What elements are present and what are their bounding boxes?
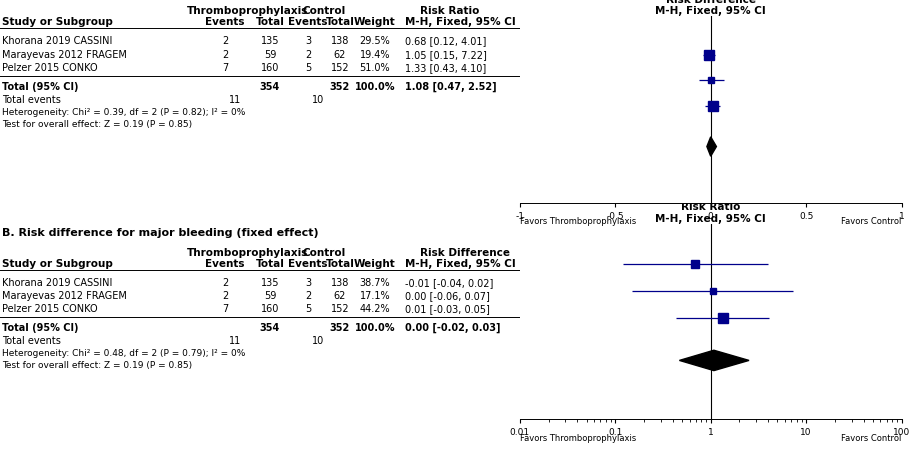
Text: 135: 135 bbox=[260, 36, 279, 46]
Text: 354: 354 bbox=[259, 323, 279, 333]
Text: M-H, Fixed, 95% CI: M-H, Fixed, 95% CI bbox=[404, 259, 516, 269]
Text: 10: 10 bbox=[312, 95, 323, 105]
Text: 138: 138 bbox=[331, 278, 349, 288]
Text: 0.01 [-0.03, 0.05]: 0.01 [-0.03, 0.05] bbox=[404, 304, 489, 314]
Text: Events: Events bbox=[205, 17, 244, 27]
Text: 0.68 [0.12, 4.01]: 0.68 [0.12, 4.01] bbox=[404, 36, 486, 46]
Text: 2: 2 bbox=[304, 291, 311, 301]
Text: Weight: Weight bbox=[354, 17, 395, 27]
Text: 11: 11 bbox=[229, 336, 241, 346]
Text: Total events: Total events bbox=[2, 95, 61, 105]
Text: 51.0%: 51.0% bbox=[359, 63, 390, 73]
Text: 2: 2 bbox=[221, 291, 228, 301]
Text: Test for overall effect: Z = 0.19 (P = 0.85): Test for overall effect: Z = 0.19 (P = 0… bbox=[2, 120, 192, 129]
Text: Events: Events bbox=[288, 259, 327, 269]
Text: Favors Thromboprophylaxis: Favors Thromboprophylaxis bbox=[519, 434, 635, 443]
Text: 352: 352 bbox=[330, 323, 350, 333]
Text: Heterogeneity: Chi² = 0.39, df = 2 (P = 0.82); I² = 0%: Heterogeneity: Chi² = 0.39, df = 2 (P = … bbox=[2, 108, 245, 117]
Text: Risk Ratio: Risk Ratio bbox=[420, 6, 479, 16]
Text: Risk Difference: Risk Difference bbox=[420, 248, 509, 258]
Text: Study or Subgroup: Study or Subgroup bbox=[2, 259, 113, 269]
Text: Total: Total bbox=[255, 259, 284, 269]
Text: 62: 62 bbox=[334, 291, 346, 301]
Text: Test for overall effect: Z = 0.19 (P = 0.85): Test for overall effect: Z = 0.19 (P = 0… bbox=[2, 361, 192, 370]
Text: 19.4%: 19.4% bbox=[359, 50, 390, 60]
Text: Total (95% CI): Total (95% CI) bbox=[2, 323, 78, 333]
Text: 152: 152 bbox=[330, 63, 349, 73]
Text: Marayevas 2012 FRAGEM: Marayevas 2012 FRAGEM bbox=[2, 291, 127, 301]
Text: Events: Events bbox=[288, 17, 327, 27]
Text: 5: 5 bbox=[304, 63, 311, 73]
Text: Study or Subgroup: Study or Subgroup bbox=[2, 17, 113, 27]
Text: Total: Total bbox=[325, 259, 354, 269]
Text: 352: 352 bbox=[330, 82, 350, 92]
Text: 1.08 [0.47, 2.52]: 1.08 [0.47, 2.52] bbox=[404, 82, 496, 92]
Text: Thromboprophylaxis: Thromboprophylaxis bbox=[187, 248, 308, 258]
Text: 5: 5 bbox=[304, 304, 311, 314]
Text: 152: 152 bbox=[330, 304, 349, 314]
Text: -0.01 [-0.04, 0.02]: -0.01 [-0.04, 0.02] bbox=[404, 278, 493, 288]
Text: Pelzer 2015 CONKO: Pelzer 2015 CONKO bbox=[2, 304, 97, 314]
Text: 59: 59 bbox=[264, 291, 276, 301]
Text: 11: 11 bbox=[229, 95, 241, 105]
Text: 10: 10 bbox=[312, 336, 323, 346]
Text: 1.05 [0.15, 7.22]: 1.05 [0.15, 7.22] bbox=[404, 50, 486, 60]
Text: 3: 3 bbox=[304, 36, 311, 46]
Text: M-H, Fixed, 95% CI: M-H, Fixed, 95% CI bbox=[404, 17, 516, 27]
Text: Khorana 2019 CASSINI: Khorana 2019 CASSINI bbox=[2, 278, 112, 288]
Text: 2: 2 bbox=[304, 50, 311, 60]
Text: Risk Ratio
M-H, Fixed, 95% CI: Risk Ratio M-H, Fixed, 95% CI bbox=[654, 202, 766, 224]
Text: Favors Control: Favors Control bbox=[840, 434, 901, 443]
Text: 17.1%: 17.1% bbox=[359, 291, 390, 301]
Text: 7: 7 bbox=[221, 63, 228, 73]
Text: Heterogeneity: Chi² = 0.48, df = 2 (P = 0.79); I² = 0%: Heterogeneity: Chi² = 0.48, df = 2 (P = … bbox=[2, 349, 245, 358]
Text: Total events: Total events bbox=[2, 336, 61, 346]
Text: Marayevas 2012 FRAGEM: Marayevas 2012 FRAGEM bbox=[2, 50, 127, 60]
Polygon shape bbox=[678, 350, 748, 370]
Text: 38.7%: 38.7% bbox=[359, 278, 390, 288]
Text: 2: 2 bbox=[221, 50, 228, 60]
Text: Favors Control: Favors Control bbox=[840, 217, 901, 226]
Text: Favors Thromboprophylaxis: Favors Thromboprophylaxis bbox=[519, 217, 635, 226]
Text: Pelzer 2015 CONKO: Pelzer 2015 CONKO bbox=[2, 63, 97, 73]
Text: 135: 135 bbox=[260, 278, 279, 288]
Text: Total: Total bbox=[325, 17, 354, 27]
Text: Control: Control bbox=[302, 6, 346, 16]
Polygon shape bbox=[706, 137, 716, 156]
Text: 29.5%: 29.5% bbox=[359, 36, 390, 46]
Text: Total: Total bbox=[255, 17, 284, 27]
Text: 138: 138 bbox=[331, 36, 349, 46]
Text: 3: 3 bbox=[304, 278, 311, 288]
Text: 7: 7 bbox=[221, 304, 228, 314]
Text: Total (95% CI): Total (95% CI) bbox=[2, 82, 78, 92]
Text: 354: 354 bbox=[259, 82, 279, 92]
Text: Control: Control bbox=[302, 248, 346, 258]
Text: 2: 2 bbox=[221, 278, 228, 288]
Text: 0.00 [-0.02, 0.03]: 0.00 [-0.02, 0.03] bbox=[404, 323, 500, 333]
Text: B. Risk difference for major bleeding (fixed effect): B. Risk difference for major bleeding (f… bbox=[2, 228, 318, 238]
Text: 44.2%: 44.2% bbox=[359, 304, 390, 314]
Text: 100.0%: 100.0% bbox=[355, 82, 395, 92]
Text: 2: 2 bbox=[221, 36, 228, 46]
Text: Weight: Weight bbox=[354, 259, 395, 269]
Text: 0.00 [-0.06, 0.07]: 0.00 [-0.06, 0.07] bbox=[404, 291, 489, 301]
Text: 100.0%: 100.0% bbox=[355, 323, 395, 333]
Text: 62: 62 bbox=[334, 50, 346, 60]
Text: Khorana 2019 CASSINI: Khorana 2019 CASSINI bbox=[2, 36, 112, 46]
Text: Risk Difference
M-H, Fixed, 95% CI: Risk Difference M-H, Fixed, 95% CI bbox=[654, 0, 766, 16]
Text: 59: 59 bbox=[264, 50, 276, 60]
Text: Events: Events bbox=[205, 259, 244, 269]
Text: 1.33 [0.43, 4.10]: 1.33 [0.43, 4.10] bbox=[404, 63, 486, 73]
Text: 160: 160 bbox=[260, 63, 278, 73]
Text: 160: 160 bbox=[260, 304, 278, 314]
Text: Thromboprophylaxis: Thromboprophylaxis bbox=[187, 6, 308, 16]
